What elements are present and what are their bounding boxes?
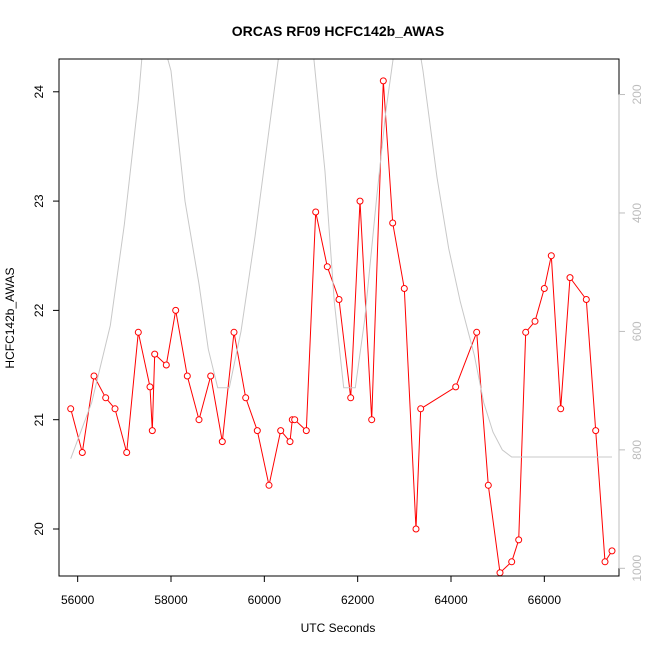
x-tick-label: 64000 (434, 593, 468, 607)
data-point (291, 416, 299, 424)
data-point (286, 438, 294, 446)
data-point (379, 77, 387, 85)
data-point (242, 394, 250, 402)
data-point (312, 208, 320, 216)
data-point (473, 328, 481, 336)
data-point (347, 394, 355, 402)
data-point (162, 361, 170, 369)
data-point (207, 372, 215, 380)
data-point (368, 416, 376, 424)
data-point (218, 438, 226, 446)
y2-tick-label: 1000 (630, 555, 644, 582)
data-point (90, 372, 98, 380)
data-point (148, 427, 156, 435)
data-point (412, 525, 420, 533)
data-point (265, 481, 273, 489)
data-point (592, 427, 600, 435)
data-point (400, 285, 408, 292)
x-tick-label: 66000 (528, 593, 562, 607)
data-point (389, 219, 397, 227)
data-point (522, 328, 530, 336)
data-point (111, 405, 119, 413)
data-point (230, 328, 238, 336)
y-tick-label: 23 (32, 194, 46, 208)
data-point (277, 427, 285, 435)
data-point (601, 558, 609, 566)
chart-title: ORCAS RF09 HCFC142b_AWAS (232, 23, 444, 39)
data-point (323, 263, 331, 271)
data-point (134, 328, 142, 336)
x-tick-label: 58000 (154, 593, 188, 607)
data-point (557, 405, 565, 413)
data-point (356, 197, 364, 205)
data-point (566, 274, 574, 282)
data-point (484, 481, 492, 489)
x-tick-label: 56000 (61, 593, 95, 607)
data-point (253, 427, 261, 435)
x-axis-label: UTC Seconds (301, 621, 376, 635)
series-1-line (70, 59, 612, 459)
data-point (151, 350, 159, 358)
x-tick-label: 60000 (248, 593, 282, 607)
data-point (78, 449, 86, 456)
data-point (547, 252, 555, 260)
y-tick-label: 20 (32, 522, 46, 536)
y-tick-label: 24 (32, 85, 46, 99)
data-point (102, 394, 110, 402)
series-0-line (70, 80, 613, 574)
data-point (417, 405, 425, 413)
data-point (540, 285, 548, 292)
y-tick-label: 22 (32, 303, 46, 317)
data-point (452, 383, 460, 391)
data-point (195, 416, 203, 424)
data-point (146, 383, 154, 391)
data-point (183, 372, 191, 380)
data-point (508, 558, 516, 566)
y-tick-label: 21 (32, 413, 46, 427)
data-point (608, 547, 616, 555)
series-layer (67, 59, 616, 577)
y-axis-label: HCFC142b_AWAS (3, 267, 17, 368)
data-point (302, 427, 310, 435)
data-point (335, 296, 343, 303)
data-point (531, 317, 539, 325)
data-point (496, 569, 504, 577)
data-point (172, 306, 180, 314)
data-point (123, 449, 131, 456)
data-point (515, 536, 523, 544)
y2-tick-label: 200 (630, 84, 644, 104)
data-point (67, 405, 75, 413)
y2-tick-label: 600 (630, 321, 644, 341)
y2-tick-label: 800 (630, 440, 644, 460)
axes-layer: 56000 58000 60000 62000 64000 66000 20 21 22 23 24… (32, 84, 644, 607)
data-point (582, 296, 590, 303)
x-tick-label: 62000 (341, 593, 375, 607)
y2-tick-label: 400 (630, 203, 644, 223)
plot-frame (58, 58, 620, 577)
